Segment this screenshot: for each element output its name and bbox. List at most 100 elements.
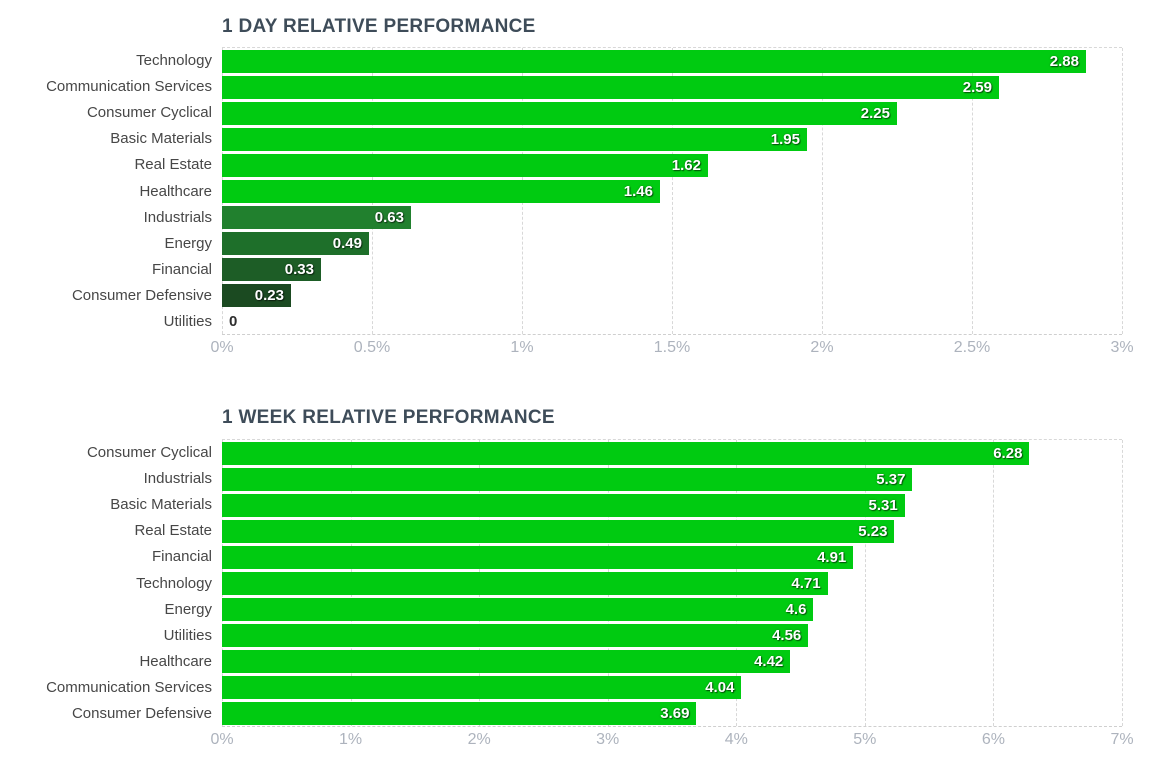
bar-value-label: 0.33 bbox=[284, 260, 314, 278]
bar-value-label: 4.6 bbox=[785, 600, 807, 618]
performance-bar[interactable]: 0.33 bbox=[222, 257, 321, 281]
performance-bar[interactable]: 1.95 bbox=[222, 127, 807, 151]
bar-value-label: 1.62 bbox=[671, 156, 701, 174]
category-label: Real Estate bbox=[134, 156, 212, 174]
bar-value-label: 2.59 bbox=[962, 78, 992, 96]
x-axis-tick: 6% bbox=[981, 731, 1005, 748]
bar-row: 4.91 bbox=[222, 544, 1122, 570]
bar-row: 2.59 bbox=[222, 74, 1122, 100]
x-axis-tick: 1% bbox=[510, 339, 534, 356]
bar-value-label: 4.42 bbox=[754, 652, 784, 670]
bar-value-label: 4.04 bbox=[705, 678, 735, 696]
performance-bar[interactable]: 1.62 bbox=[222, 153, 708, 177]
bar-value-label: 0.63 bbox=[374, 208, 404, 226]
performance-bar[interactable]: 4.42 bbox=[222, 649, 791, 673]
bar-row: 6.28 bbox=[222, 440, 1122, 466]
gridline bbox=[993, 440, 995, 726]
bar-row: 0.49 bbox=[222, 230, 1122, 256]
bar-value-label: 2.25 bbox=[860, 104, 890, 122]
category-label: Financial bbox=[151, 548, 212, 566]
bar-row: 2.88 bbox=[222, 48, 1122, 74]
gridline bbox=[972, 48, 973, 334]
category-label: Utilities bbox=[163, 626, 212, 644]
performance-bar[interactable]: 5.31 bbox=[222, 493, 905, 517]
x-axis-tick: 0% bbox=[210, 339, 234, 356]
bar-value-label: 5.37 bbox=[876, 470, 906, 488]
bar-value-label: 6.28 bbox=[993, 444, 1023, 462]
category-label: Consumer Defensive bbox=[71, 705, 212, 723]
category-label: Industrials bbox=[143, 208, 212, 226]
performance-bar[interactable]: 2.59 bbox=[222, 75, 999, 99]
performance-bar[interactable]: 4.91 bbox=[222, 545, 854, 569]
x-axis-tick: 3% bbox=[596, 731, 620, 748]
performance-bar[interactable]: 4.6 bbox=[222, 597, 814, 621]
performance-bar[interactable]: 0.49 bbox=[222, 231, 369, 255]
one-day-x-axis: 0% 0.5% 1% 1.5% 2% 2.5% 3% bbox=[210, 339, 1133, 363]
performance-bar[interactable]: 1.46 bbox=[222, 179, 660, 203]
category-label: Communication Services bbox=[46, 679, 212, 697]
category-label: Basic Materials bbox=[110, 130, 212, 148]
bar-row: 1.62 bbox=[222, 152, 1122, 178]
bar-row: 4.6 bbox=[222, 596, 1122, 622]
gridline bbox=[821, 48, 823, 334]
one-week-x-axis: 0% 1% 2% 3% 4% 5% 6% 7% bbox=[210, 731, 1133, 755]
bar-row: 4.71 bbox=[222, 570, 1122, 596]
x-axis-tick: 2% bbox=[810, 339, 834, 356]
performance-bar[interactable]: 4.56 bbox=[222, 623, 809, 647]
category-label: Energy bbox=[164, 600, 212, 618]
bar-value-label: 3.69 bbox=[660, 704, 690, 722]
performance-bar[interactable]: 6.28 bbox=[222, 441, 1030, 465]
bar-row: 4.56 bbox=[222, 622, 1122, 648]
bar-value-label: 5.31 bbox=[868, 496, 898, 514]
gridline bbox=[1122, 440, 1123, 726]
performance-bar[interactable]: 5.37 bbox=[222, 467, 913, 491]
bar-value-label: 1.46 bbox=[623, 182, 653, 200]
category-label: Basic Materials bbox=[110, 495, 212, 513]
x-axis-tick: 4% bbox=[724, 731, 748, 748]
category-label: Real Estate bbox=[134, 522, 212, 540]
bar-row: 4.04 bbox=[222, 674, 1122, 700]
category-label: Technology bbox=[136, 574, 212, 592]
bar-value-label: 0.23 bbox=[254, 286, 284, 304]
x-axis-tick: 2.5% bbox=[953, 339, 991, 356]
bar-row: 0.63 bbox=[222, 204, 1122, 230]
bar-rows: 6.28 5.37 5.31 5.23 4.91 4.71 4.6 4.56 4.42 4.04 3… bbox=[222, 440, 1122, 726]
performance-bar[interactable]: 3.69 bbox=[222, 701, 697, 725]
x-axis-tick: 1.5% bbox=[653, 339, 691, 356]
category-label: Consumer Cyclical bbox=[86, 103, 212, 121]
one-week-category-labels: Consumer Cyclical Industrials Basic Materi… bbox=[0, 439, 212, 727]
bar-row: 0.23 bbox=[222, 282, 1122, 308]
x-axis-tick: 2% bbox=[467, 731, 491, 748]
performance-bar[interactable]: 4.04 bbox=[222, 675, 742, 699]
bar-row: 1.95 bbox=[222, 126, 1122, 152]
x-axis-tick: 5% bbox=[853, 731, 877, 748]
gridline bbox=[864, 440, 866, 726]
bar-row: 5.23 bbox=[222, 518, 1122, 544]
bar-row: 3.69 bbox=[222, 700, 1122, 726]
bar-value-label: 2.88 bbox=[1049, 52, 1079, 70]
one-day-plot-area: 2.88 2.59 2.25 1.95 1.62 1.46 0.63 0.49 0.33 0.23… bbox=[222, 47, 1123, 335]
one-week-plot-area: 6.28 5.37 5.31 5.23 4.91 4.71 4.6 4.56 4.42 4.04 3… bbox=[222, 439, 1123, 727]
gridline bbox=[672, 48, 673, 334]
category-label: Communication Services bbox=[46, 77, 212, 95]
bar-value-label: 4.91 bbox=[817, 548, 847, 566]
x-axis-tick: 0% bbox=[210, 731, 234, 748]
bar-row: 0 bbox=[222, 308, 1122, 334]
performance-bar[interactable]: 5.23 bbox=[222, 519, 895, 543]
category-label: Healthcare bbox=[139, 182, 212, 200]
category-label: Consumer Cyclical bbox=[86, 443, 212, 461]
one-day-category-labels: Technology Communication Services Consumer… bbox=[0, 47, 212, 335]
performance-bar[interactable]: 0.23 bbox=[222, 283, 291, 307]
category-label: Healthcare bbox=[139, 653, 212, 671]
x-axis-tick: 0.5% bbox=[353, 339, 391, 356]
bar-value-label: 0.49 bbox=[332, 234, 362, 252]
bar-row: 2.25 bbox=[222, 100, 1122, 126]
performance-bar[interactable]: 4.71 bbox=[222, 571, 828, 595]
bar-value-label: 4.71 bbox=[791, 574, 821, 592]
performance-bar[interactable]: 2.88 bbox=[222, 49, 1086, 73]
zero-value-label: 0 bbox=[229, 312, 238, 330]
performance-bar[interactable]: 0.63 bbox=[222, 205, 411, 229]
performance-bar[interactable]: 2.25 bbox=[222, 101, 897, 125]
bar-row: 1.46 bbox=[222, 178, 1122, 204]
